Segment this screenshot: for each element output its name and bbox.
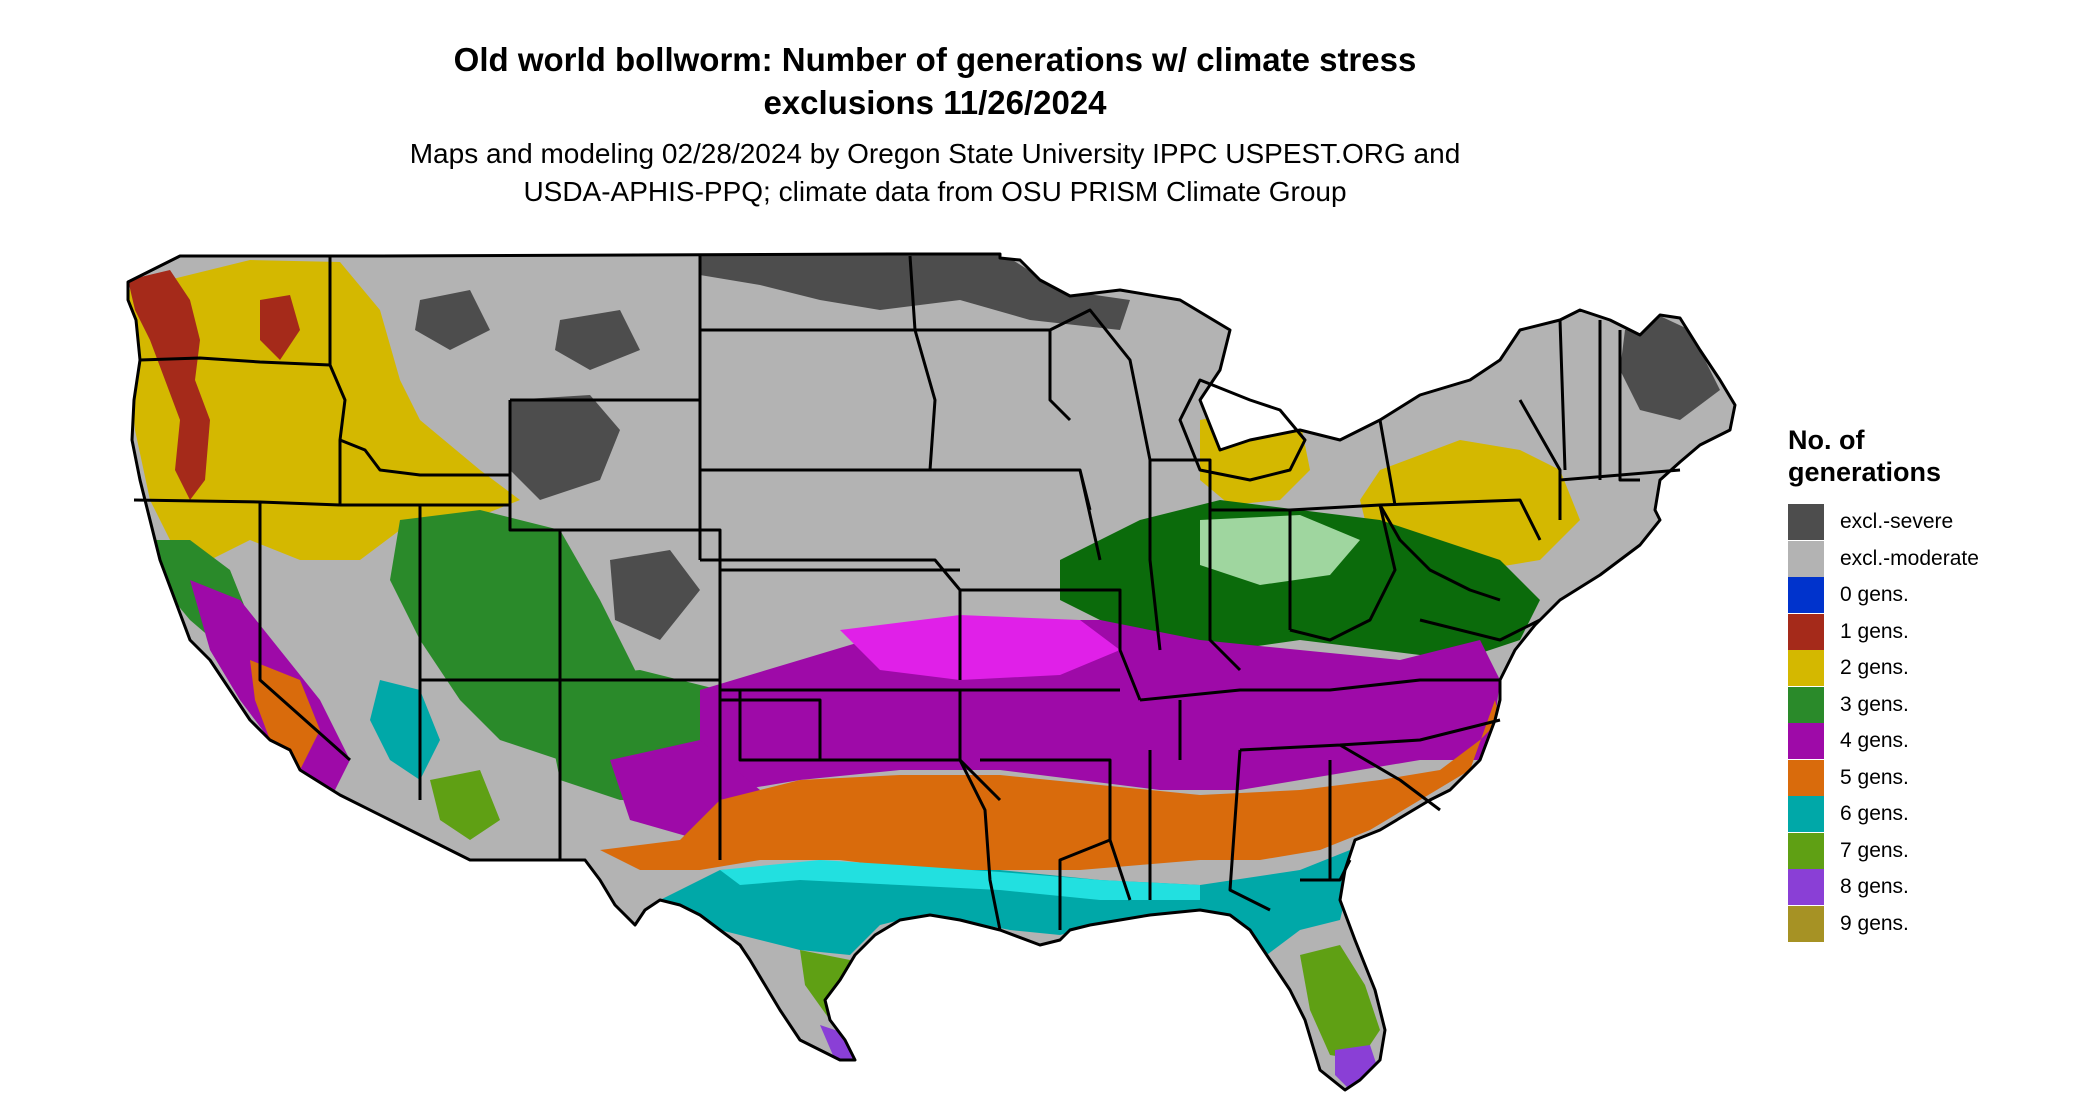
map-title-line1: Old world bollworm: Number of generation…: [453, 41, 1417, 78]
legend-label: 9 gens.: [1840, 911, 1909, 935]
legend-title-line1: No. of: [1788, 425, 1865, 455]
region-7gen-florida: [1300, 945, 1380, 1060]
border-ny-new-england: [1378, 319, 1681, 520]
legend-item: excl.-moderate: [1788, 540, 1979, 578]
legend-label: 2 gens.: [1840, 656, 1909, 679]
legend-swatch: [1788, 650, 1824, 686]
border-ohio-ky-tn: [1139, 503, 1500, 760]
legend-item: 8 gens.: [1788, 869, 1941, 906]
legend-swatch: [1788, 577, 1824, 613]
legend-swatch: [1788, 869, 1824, 905]
legend-swatch: [1788, 540, 1824, 577]
map-fill-layer: [128, 254, 1735, 1090]
legend-item: 2 gens.: [1788, 650, 1941, 687]
region-7gen-arizona: [430, 770, 500, 840]
legend-item: 1 gens.: [1788, 613, 1941, 651]
legend-item: 3 gens.: [1788, 686, 1941, 724]
legend-title: No. of generations: [1788, 424, 1941, 488]
map-title-line2: exclusions 11/26/2024: [763, 84, 1107, 121]
border-ar-la-ms-al: [980, 749, 1332, 930]
us-outline: [126, 252, 1737, 1092]
legend-label: 5 gens.: [1840, 765, 1909, 789]
region-3gen-light-ohio: [1200, 515, 1360, 585]
legend: No. of generations excl.-severe excl.-mod…: [1788, 424, 1979, 943]
region-excl-severe-wyoming: [510, 395, 620, 500]
region-6gen-arizona: [370, 680, 440, 780]
region-excl-severe-montana-spots: [415, 290, 640, 370]
legend-swatch: [1788, 759, 1824, 796]
region-6gen-bright: [720, 860, 1200, 900]
legend-title-line2: generations: [1788, 457, 1942, 487]
legend-item: 5 gens.: [1788, 759, 1941, 797]
legend-swatch: [1788, 905, 1824, 942]
border-va-wv-pa: [1378, 498, 1542, 642]
legend-label: excl.-severe: [1840, 510, 1954, 533]
legend-swatch: [1788, 723, 1824, 759]
legend-swatch: [1788, 796, 1824, 832]
border-mn-ia-mo: [910, 328, 1142, 701]
region-1gen-rockies: [260, 295, 300, 360]
legend-items: excl.-severe excl.-moderate 0 gens. 1 gens.…: [1788, 504, 1979, 943]
border-or-ca-nv: [133, 498, 351, 762]
border-texas: [720, 698, 1002, 931]
border-ks-ne-ok: [700, 558, 1002, 802]
region-excl-severe-colorado: [610, 550, 700, 640]
legend-item: 9 gens.: [1788, 905, 1941, 943]
map-subtitle: Maps and modeling 02/28/2024 by Oregon S…: [220, 135, 1650, 211]
legend-label: excl.-moderate: [1840, 546, 1979, 570]
region-4gen-bright-kansas: [840, 615, 1120, 680]
legend-swatch: [1788, 686, 1824, 723]
legend-item: 4 gens.: [1788, 723, 1941, 760]
legend-label: 0 gens.: [1840, 583, 1909, 606]
legend-item: 6 gens.: [1788, 796, 1941, 833]
border-michigan: [1178, 378, 1307, 482]
legend-label: 3 gens.: [1840, 692, 1909, 716]
region-1gen-cascades: [128, 270, 210, 500]
legend-item: excl.-severe: [1788, 504, 1953, 541]
legend-item: 7 gens.: [1788, 832, 1941, 870]
border-wa-or-id: [139, 256, 347, 505]
border-ga-sc-nc: [1239, 718, 1501, 882]
legend-label: 8 gens.: [1840, 875, 1909, 898]
state-boundaries: [126, 252, 1737, 1092]
map-subtitle-line2: USDA-APHIS-PPQ; climate data from OSU PR…: [523, 176, 1347, 207]
legend-swatch: [1788, 504, 1824, 540]
region-5gen-south: [600, 700, 1500, 870]
legend-label: 6 gens.: [1840, 802, 1909, 825]
legend-swatch: [1788, 832, 1824, 869]
legend-swatch: [1788, 613, 1824, 650]
region-excl-severe-north: [700, 254, 1130, 330]
legend-label: 1 gens.: [1840, 619, 1909, 643]
us-generations-map: [126, 252, 1737, 1092]
legend-label: 4 gens.: [1840, 729, 1909, 752]
legend-label: 7 gens.: [1840, 838, 1909, 862]
border-dakotas: [698, 255, 937, 560]
map-subtitle-line1: Maps and modeling 02/28/2024 by Oregon S…: [409, 138, 1461, 169]
legend-item: 0 gens.: [1788, 577, 1941, 614]
map-title: Old world bollworm: Number of generation…: [220, 38, 1650, 124]
region-2gen-west: [128, 260, 520, 560]
